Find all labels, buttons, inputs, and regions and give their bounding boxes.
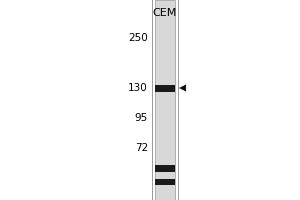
Text: CEM: CEM: [153, 8, 177, 18]
Bar: [155, 164, 175, 171]
Text: 250: 250: [128, 33, 148, 43]
Text: 95: 95: [135, 113, 148, 123]
Text: 130: 130: [128, 83, 148, 93]
Bar: [155, 179, 175, 185]
Text: 72: 72: [135, 143, 148, 153]
Bar: [155, 0, 175, 200]
Bar: [155, 84, 175, 92]
Polygon shape: [179, 84, 186, 92]
